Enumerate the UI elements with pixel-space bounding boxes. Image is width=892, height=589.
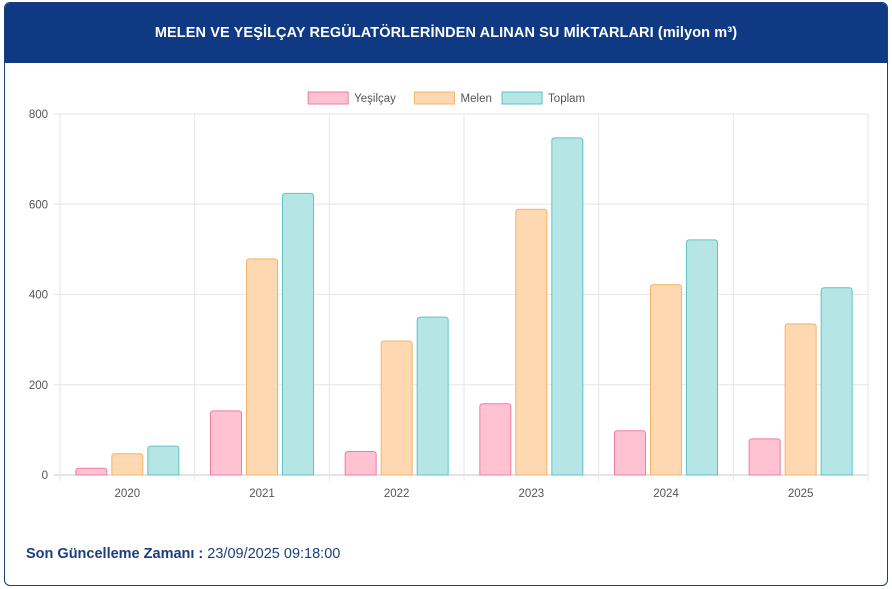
bar-ye-il-ay-2022 [344,451,377,476]
bar-ye-il-ay-2021 [210,410,242,476]
bar-toplam-2025 [820,287,853,476]
legend-swatch [307,91,349,105]
bar-toplam-2023 [551,137,584,476]
y-tick-label: 800 [29,109,48,121]
chart-card: MELEN VE YEŞİLÇAY REGÜLATÖRLERİNDEN ALIN… [4,2,888,586]
bar-ye-il-ay-2024 [614,430,646,476]
bar-chart: 0 200 400 600 800 2020 2021 2022 2023 2024 2025 Yeş… [29,91,869,500]
x-tick-label: 2025 [788,488,814,500]
last-update: Son Güncelleme Zamanı : 23/09/2025 09:18… [26,546,340,562]
bar-toplam-2020 [147,445,180,476]
bar-melen-2020 [111,453,144,476]
legend-swatch [501,91,543,105]
x-tick-label: 2021 [249,488,275,500]
chart-title: MELEN VE YEŞİLÇAY REGÜLATÖRLERİNDEN ALIN… [5,3,887,63]
bar-melen-2022 [380,340,413,476]
legend-label: Melen [461,93,492,105]
x-tick-label: 2023 [519,488,545,500]
legend-label: Yeşilçay [354,93,396,105]
x-tick-label: 2020 [115,488,141,500]
bar-toplam-2024 [686,239,718,476]
last-update-value: 23/09/2025 09:18:00 [207,546,341,562]
y-tick-label: 400 [29,290,48,302]
y-tick-label: 600 [29,199,48,211]
chart-area: 0 200 400 600 800 2020 2021 2022 2023 2024 2025 Yeş… [5,63,887,523]
bar-melen-2024 [650,284,682,476]
bar-melen-2023 [515,208,548,476]
x-tick-label: 2022 [384,488,410,500]
bar-toplam-2022 [416,316,449,476]
last-update-label: Son Güncelleme Zamanı : [26,546,204,562]
bar-melen-2021 [246,258,278,476]
bar-ye-il-ay-2023 [479,403,512,476]
bar-melen-2025 [784,323,817,476]
bar-ye-il-ay-2025 [748,438,781,476]
y-tick-label: 0 [42,470,48,482]
x-tick-label: 2024 [653,488,679,500]
y-tick-label: 200 [29,380,48,392]
legend-label: Toplam [548,93,585,105]
legend-swatch [414,91,456,105]
bar-toplam-2021 [282,192,314,476]
bar-ye-il-ay-2020 [75,467,108,476]
